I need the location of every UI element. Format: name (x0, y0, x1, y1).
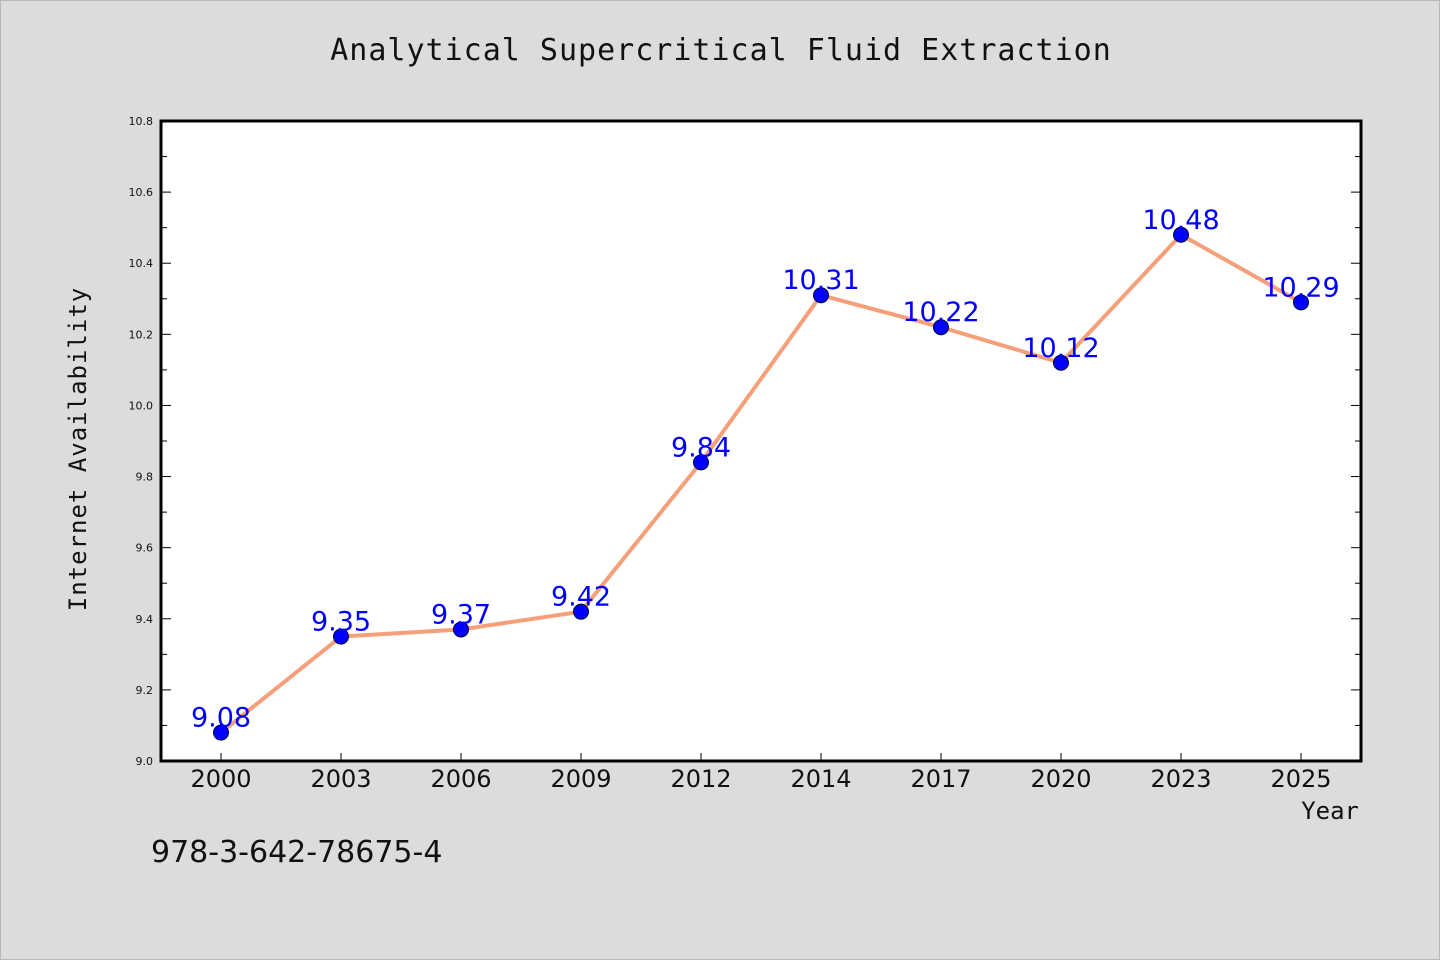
series-line (219, 232, 1303, 735)
data-point (453, 621, 469, 638)
x-tick-label: 2006 (430, 765, 491, 793)
data-label: 9.37 (431, 599, 491, 630)
x-tick-label: 2020 (1030, 765, 1091, 793)
x-tick-label: 2003 (310, 765, 371, 793)
plot-area (161, 121, 1361, 761)
data-label: 10.48 (1142, 205, 1219, 236)
x-tick-label: 2014 (790, 765, 851, 793)
x-axis-label: Year (1301, 797, 1359, 825)
x-tick-label: 2017 (910, 765, 971, 793)
data-label: 9.84 (671, 432, 731, 463)
y-tick-label: 9.2 (136, 684, 154, 697)
isbn-label: 978-3-642-78675-4 (151, 835, 443, 870)
series-line-group (219, 232, 1303, 735)
series-markers-group (213, 226, 1309, 741)
x-tick-label: 2009 (550, 765, 611, 793)
plot-frame (159, 119, 1363, 763)
data-point (1293, 294, 1309, 311)
data-point (1173, 226, 1189, 243)
data-point (933, 319, 949, 336)
x-axis-ticks: 2000 2003 2006 2009 2012 2014 2017 2020 2023 2025 (190, 753, 1332, 793)
data-label: 9.35 (311, 607, 371, 638)
data-point (213, 724, 229, 741)
data-label: 10.12 (1022, 333, 1099, 364)
y-tick-label: 10.6 (129, 186, 154, 199)
chart-title: Analytical Supercritical Fluid Extractio… (330, 33, 1112, 68)
data-point (693, 454, 709, 471)
y-tick-label: 9.0 (136, 755, 154, 768)
y-tick-label: 10.2 (129, 328, 154, 341)
y-tick-label: 9.6 (136, 542, 154, 555)
y-tick-label: 10.8 (129, 115, 154, 128)
y-tick-label: 9.8 (136, 471, 154, 484)
x-tick-label: 2000 (190, 765, 251, 793)
y-tick-label: 9.4 (136, 613, 154, 626)
x-tick-label: 2023 (1150, 765, 1211, 793)
data-point (573, 603, 589, 620)
data-label: 9.42 (551, 582, 611, 613)
data-point (333, 628, 349, 645)
y-tick-label: 10.0 (129, 399, 154, 412)
data-point (813, 287, 829, 304)
x-tick-label: 2025 (1270, 765, 1331, 793)
data-labels-group: 9.08 9.35 9.37 9.42 9.84 10.31 10.22 10.12 10.48… (191, 205, 1340, 734)
data-point (1053, 354, 1069, 371)
y-tick-label: 10.4 (129, 257, 154, 270)
data-label: 10.31 (782, 265, 859, 296)
data-label: 9.08 (191, 703, 251, 734)
data-label: 10.22 (902, 297, 979, 328)
x-tick-label: 2012 (670, 765, 731, 793)
data-label: 10.29 (1262, 272, 1339, 303)
